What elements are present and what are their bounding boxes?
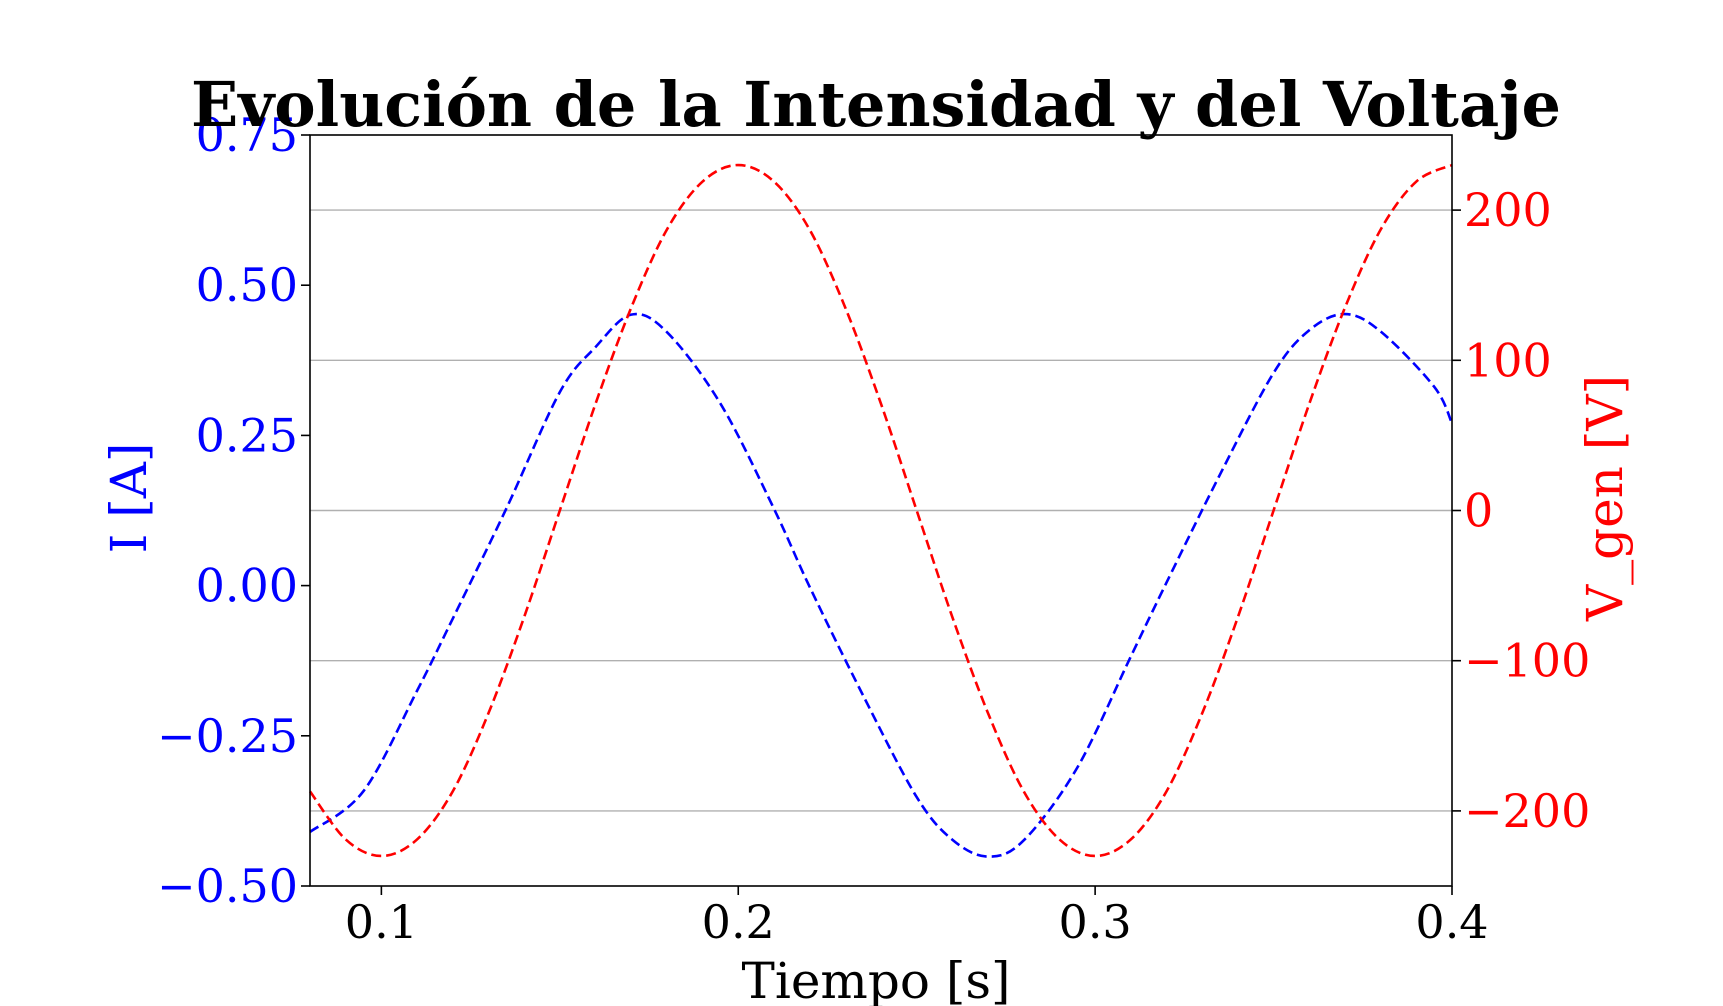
y-left-tick-label: 0.50 <box>196 258 298 312</box>
series-line-left <box>309 312 1454 858</box>
series-lines <box>308 163 1454 858</box>
tick-marks <box>301 134 1461 895</box>
y-right-tick-label: 200 <box>1464 183 1552 237</box>
y-right-axis-label: V_gen [V] <box>1576 375 1634 622</box>
y-left-tick-label: −0.50 <box>157 859 298 913</box>
x-tick-label: 0.1 <box>345 895 418 949</box>
x-axis-label: Tiempo [s] <box>741 952 1010 1006</box>
y-left-tick-label: 0.25 <box>196 408 298 462</box>
grid-lines <box>310 209 1452 812</box>
series-line-right <box>308 163 1453 858</box>
y-right-tick-label: 0 <box>1464 484 1493 538</box>
y-left-tick-labels: 0.75 0.50 0.25 0.00 −0.25 −0.50 <box>157 108 298 913</box>
x-tick-label: 0.4 <box>1415 895 1488 949</box>
y-right-tick-labels: 200 100 0 −100 −200 <box>1464 183 1590 838</box>
y-right-tick-label: −200 <box>1464 784 1590 838</box>
y-right-tick-label: 100 <box>1464 333 1552 387</box>
y-left-tick-label: 0.00 <box>196 559 298 613</box>
x-tick-labels: 0.1 0.2 0.3 0.4 <box>345 895 1489 949</box>
y-left-axis-label: I [A] <box>100 443 158 554</box>
x-tick-label: 0.3 <box>1059 895 1132 949</box>
chart-title: Evolución de la Intensidad y del Voltaje <box>191 68 1561 141</box>
y-right-tick-label: −100 <box>1464 634 1590 688</box>
y-left-tick-label: 0.75 <box>196 108 298 162</box>
y-left-tick-label: −0.25 <box>157 709 298 763</box>
x-tick-label: 0.2 <box>702 895 775 949</box>
